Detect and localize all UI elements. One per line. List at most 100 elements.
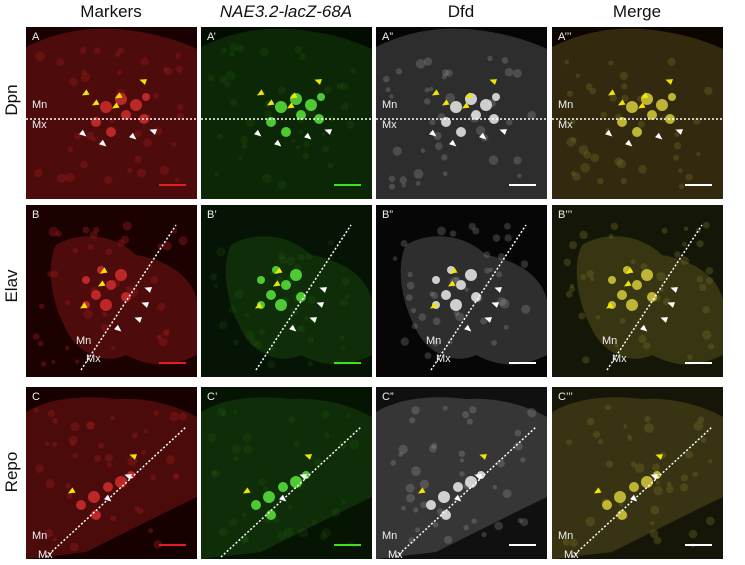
micrograph-image — [26, 397, 197, 559]
scale-bar — [509, 184, 536, 186]
region-label-mx: Mx — [558, 119, 573, 131]
arrowhead-icon — [79, 129, 87, 137]
column-header-reporter: NAE3.2-lacZ-68A — [219, 2, 353, 21]
scale-bar — [685, 184, 712, 186]
region-label-mx: Mx — [86, 353, 101, 365]
arrowhead-icon — [266, 99, 275, 106]
region-label-mn: Mn — [382, 99, 398, 111]
region-label-mn: Mn — [558, 530, 574, 542]
panel-elav-reporter: B’ — [201, 205, 372, 377]
panel-label: A — [32, 31, 40, 43]
arrowhead-icon — [625, 267, 634, 274]
region-label-mx: Mx — [32, 119, 47, 131]
arrowhead-icon — [289, 92, 298, 99]
panel-label: A” — [382, 31, 393, 43]
arrowhead-icon — [242, 487, 251, 494]
arrowhead-icon — [479, 454, 488, 460]
region-label-mx: Mx — [564, 549, 579, 559]
arrowhead-icon — [144, 287, 153, 293]
arrowhead-icon — [660, 317, 669, 323]
arrowhead-icon — [274, 139, 282, 147]
arrowhead-icon — [429, 129, 437, 137]
arrowhead-icon — [637, 102, 646, 109]
micrograph-image — [32, 221, 197, 371]
arrowhead-icon — [81, 89, 90, 96]
arrowhead-icon — [309, 317, 318, 323]
arrowhead-icon — [431, 89, 440, 96]
region-label-mn: Mn — [76, 335, 92, 347]
region-label-mn: Mn — [382, 530, 398, 542]
arrowhead-icon — [124, 474, 133, 480]
panel-repo-dfd: C” Mn Mx — [376, 387, 547, 559]
arrowhead-icon — [99, 139, 107, 147]
micrograph-image — [552, 28, 723, 199]
panel-repo-merge: C’’’ Mn Mx — [552, 387, 723, 559]
arrowhead-icon — [316, 302, 325, 308]
arrowhead-icon — [474, 474, 483, 480]
panel-dpn-merge: A’’’ Mn Mx — [552, 27, 723, 199]
panel-elav-dfd: B” Mn Mx — [376, 205, 547, 377]
panel-label: C’ — [207, 391, 218, 403]
panel-label: C’’’ — [558, 391, 573, 403]
arrowhead-icon — [272, 280, 281, 287]
panel-label: B” — [382, 209, 393, 221]
arrowhead-icon — [479, 132, 487, 140]
micrograph-image — [376, 397, 547, 559]
arrowhead-icon — [129, 454, 138, 460]
arrowhead-icon — [449, 139, 457, 147]
arrowhead-icon — [675, 129, 684, 135]
column-header-dfd: Dfd — [447, 2, 475, 21]
arrowhead-icon — [605, 302, 614, 309]
micrograph-image — [201, 28, 372, 199]
panel-label: B — [32, 209, 40, 221]
arrowhead-icon — [625, 139, 633, 147]
arrowhead-icon — [665, 79, 674, 85]
arrowhead-icon — [650, 474, 659, 480]
region-label-mx: Mx — [38, 549, 53, 559]
panel-label: B’’’ — [558, 209, 573, 221]
arrowhead-icon — [99, 267, 108, 274]
arrowhead-icon — [464, 92, 473, 99]
arrowhead-icon — [447, 280, 456, 287]
scale-bar — [509, 362, 536, 364]
arrowhead-icon — [617, 99, 626, 106]
micrograph-image — [563, 221, 723, 371]
arrowhead-icon — [134, 317, 143, 323]
arrowhead-icon — [149, 129, 158, 135]
arrowhead-icon — [141, 302, 150, 308]
arrowhead-icon — [655, 454, 664, 460]
micrograph-image — [392, 222, 547, 371]
micrograph-image — [201, 397, 372, 559]
panel-elav-markers: B Mn Mx — [26, 205, 197, 377]
arrowhead-icon — [670, 287, 679, 293]
arrowhead-icon — [667, 302, 676, 308]
arrowhead-icon — [593, 487, 602, 494]
arrowhead-icon — [607, 89, 616, 96]
scale-bar — [159, 362, 186, 364]
arrowhead-icon — [640, 92, 649, 99]
panel-label: A’’’ — [558, 31, 572, 43]
arrowhead-icon — [454, 494, 462, 502]
scale-bar — [334, 362, 361, 364]
arrowhead-icon — [254, 302, 263, 309]
arrowhead-icon — [489, 79, 498, 85]
column-header-markers: Markers — [80, 2, 142, 21]
scale-bar — [334, 544, 361, 546]
micrograph-image — [376, 28, 547, 199]
arrowhead-icon — [114, 92, 123, 99]
panel-label: B’ — [207, 209, 217, 221]
region-label-mx: Mx — [388, 549, 403, 559]
arrowhead-icon — [464, 324, 472, 332]
arrowhead-icon — [491, 302, 500, 308]
arrowhead-icon — [461, 102, 470, 109]
arrowhead-icon — [104, 494, 112, 502]
panel-dpn-dfd: A” Mn Mx — [376, 27, 547, 199]
scale-bar — [159, 184, 186, 186]
arrowhead-icon — [655, 132, 663, 140]
arrowhead-icon — [67, 487, 76, 494]
arrowhead-icon — [289, 324, 297, 332]
arrowhead-icon — [274, 267, 283, 274]
region-label-mn: Mn — [32, 530, 48, 542]
arrowhead-icon — [484, 317, 493, 323]
arrowhead-icon — [304, 132, 312, 140]
